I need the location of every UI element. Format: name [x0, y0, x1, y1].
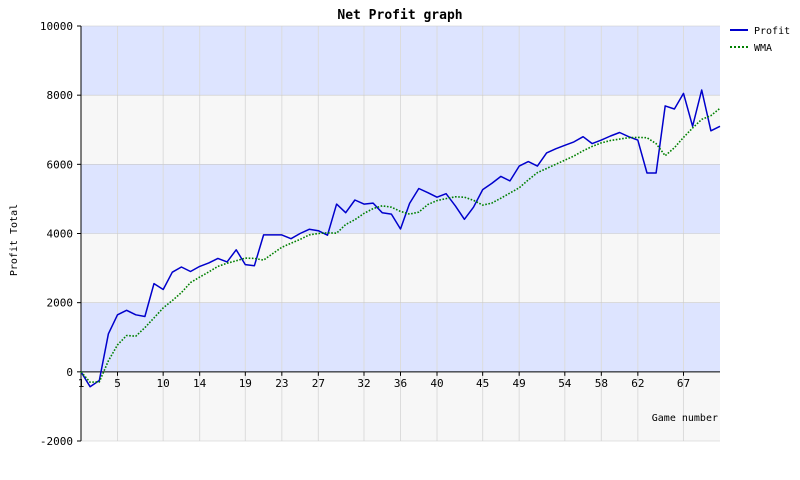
x-tick-label: 5 [114, 377, 121, 390]
x-tick-label: 49 [513, 377, 526, 390]
x-tick-label: 10 [157, 377, 170, 390]
y-tick-label: 2000 [47, 297, 74, 310]
series-line-profit [80, 89, 721, 388]
series-lines [80, 89, 721, 388]
series-line-wma [80, 107, 721, 384]
x-tick-label: 14 [193, 377, 207, 390]
legend-label-profit: Profit [754, 26, 790, 37]
y-tick-label: -2000 [40, 435, 73, 448]
y-tick-label: 6000 [47, 158, 74, 171]
x-tick-label: 45 [476, 377, 489, 390]
legend-label-wma: WMA [754, 43, 772, 54]
x-tick-label: 27 [312, 377, 325, 390]
x-tick-label: 62 [631, 377, 644, 390]
x-tick-label: 1 [78, 377, 85, 390]
y-axis-label: Profit Total [9, 204, 20, 276]
x-tick-label: 58 [595, 377, 608, 390]
x-tick-label: 40 [430, 377, 443, 390]
x-tick-label: 32 [357, 377, 370, 390]
y-tick-label: 10000 [40, 20, 73, 33]
legend: Profit WMA [730, 26, 790, 54]
chart-title: Net Profit graph [337, 8, 462, 23]
x-tick-label: 36 [394, 377, 407, 390]
x-tick-label: 19 [239, 377, 252, 390]
x-tick-label: 67 [677, 377, 690, 390]
x-axis-label: Game number [652, 413, 718, 424]
y-tick-label: 8000 [47, 89, 74, 102]
x-tick-labels: 1 5 10 14 19 23 27 32 36 40 45 49 54 58 62 67 [78, 371, 690, 390]
y-tick-label: 4000 [47, 228, 74, 241]
x-tick-label: 54 [558, 377, 572, 390]
y-tick-label: 0 [66, 366, 73, 379]
x-tick-label: 23 [275, 377, 288, 390]
y-tick-labels: -2000 0 2000 4000 6000 8000 10000 [40, 20, 81, 448]
